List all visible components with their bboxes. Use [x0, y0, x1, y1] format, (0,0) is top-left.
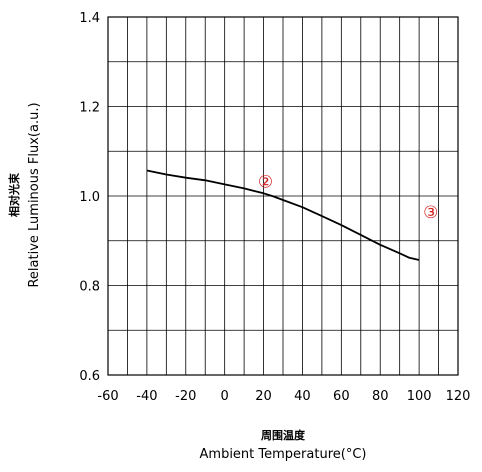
annotation-marker: ② [258, 172, 273, 192]
grid [108, 17, 458, 375]
x-tick-label: -40 [136, 389, 157, 404]
y-tick-label: 1.2 [79, 101, 100, 116]
x-tick-label: -20 [175, 389, 196, 404]
x-tick-label: 20 [255, 389, 272, 404]
x-tick-label: -60 [97, 389, 118, 404]
x-tick-label: 120 [446, 389, 471, 404]
annotation-marker: ③ [423, 203, 438, 223]
x-tick-labels: -60 -40 -20 0 20 40 60 80 100 120 [97, 389, 470, 404]
annotation-layer: ②③ [258, 172, 439, 222]
x-axis-title: Ambient Temperature(°C) [200, 447, 367, 462]
x-tick-label: 100 [407, 389, 432, 404]
y-tick-label: 1.0 [79, 190, 100, 205]
x-axis-title-cn: 周围温度 [261, 428, 306, 442]
plot-frame [107, 16, 459, 376]
x-tick-label: 80 [372, 389, 389, 404]
y-tick-labels: 0.6 0.8 1.0 1.2 1.4 [79, 11, 100, 384]
series-layer [146, 169, 420, 261]
y-tick-label: 1.4 [79, 11, 100, 26]
series-line [146, 169, 420, 261]
y-tick-label: 0.8 [79, 280, 100, 295]
y-tick-label: 0.6 [79, 369, 100, 384]
x-tick-label: 40 [294, 389, 311, 404]
y-axis-title-cn: 相对光束 [7, 172, 21, 217]
y-axis-title: Relative Luminous Flux(a.u.) [27, 102, 42, 287]
x-tick-label: 60 [333, 389, 350, 404]
x-tick-label: 0 [221, 389, 229, 404]
